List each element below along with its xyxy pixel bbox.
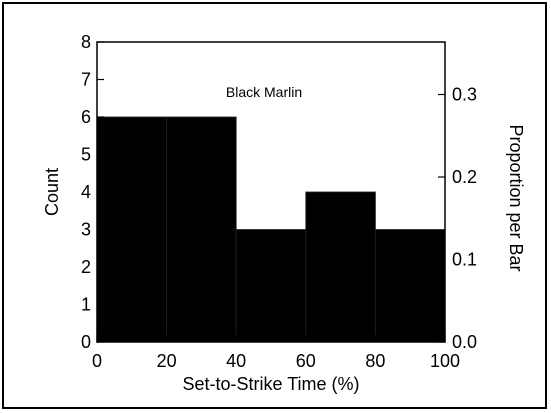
y-tick-label: 4 — [81, 182, 91, 202]
y2-tick-label: 0.2 — [452, 167, 477, 187]
y-tick-label: 7 — [81, 70, 91, 90]
x-axis: 0 20 40 60 80 100 — [92, 335, 460, 371]
y-tick-label: 1 — [81, 295, 91, 315]
y-axis-title: Count — [42, 168, 62, 216]
histogram-bar-3 — [235, 229, 307, 343]
y2-tick-label: 0.3 — [452, 84, 477, 104]
histogram-bar-5 — [374, 229, 446, 343]
x-axis-title: Set-to-Strike Time (%) — [182, 374, 359, 394]
chart-annotation: Black Marlin — [226, 84, 302, 100]
x-tick-label: 60 — [296, 351, 316, 371]
y-tick-label: 3 — [81, 220, 91, 240]
x-tick-label: 0 — [92, 351, 102, 371]
histogram-bar-1 — [96, 116, 167, 343]
histogram-bar-4 — [305, 191, 376, 343]
y-tick-label: 0 — [81, 332, 91, 352]
y-tick-label: 8 — [81, 32, 91, 52]
histogram-bar-2 — [166, 116, 237, 343]
y2-tick-label: 0.0 — [452, 332, 477, 352]
y-tick-label: 2 — [81, 257, 91, 277]
y2-axis-title: Proportion per Bar — [506, 124, 526, 271]
x-tick-label: 40 — [226, 351, 246, 371]
y-axis-right: 0.0 0.1 0.2 0.3 — [438, 84, 477, 352]
x-tick-label: 20 — [157, 351, 177, 371]
y-tick-label: 5 — [81, 145, 91, 165]
x-tick-label: 100 — [430, 351, 460, 371]
x-tick-label: 80 — [365, 351, 385, 371]
y-tick-label: 6 — [81, 107, 91, 127]
y2-tick-label: 0.1 — [452, 249, 477, 269]
y-axis-left: 0 1 2 3 4 5 6 7 8 — [81, 32, 104, 352]
bars-group — [96, 116, 446, 343]
